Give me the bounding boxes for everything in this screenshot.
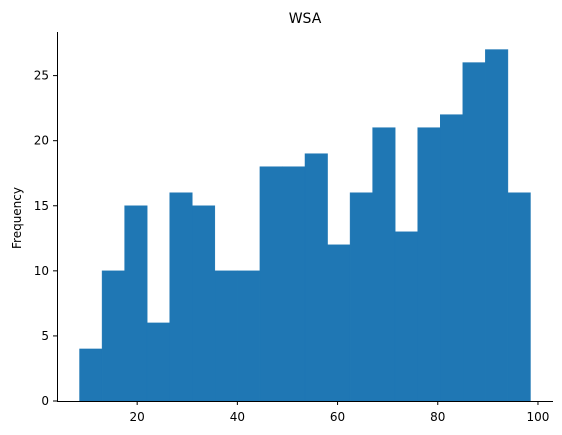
histogram-bar-11 — [304, 153, 328, 402]
histogram-bar-3 — [124, 205, 148, 402]
y-tick-label: 0 — [41, 394, 49, 408]
x-tick-label: 100 — [527, 410, 550, 424]
histogram-bar-7 — [214, 270, 238, 402]
histogram-bar-2 — [101, 270, 125, 402]
histogram-bar-15 — [394, 231, 418, 402]
histogram-bar-20 — [507, 192, 531, 402]
y-tick-label: 15 — [34, 199, 49, 213]
histogram-bar-1 — [79, 348, 103, 402]
y-axis-label: Frequency — [10, 187, 24, 249]
bars-group — [79, 49, 531, 402]
histogram-bar-9 — [259, 166, 283, 402]
x-tick-label: 20 — [130, 410, 145, 424]
histogram-bar-6 — [192, 205, 216, 402]
y-tick-label: 20 — [34, 134, 49, 148]
x-tick-label: 40 — [230, 410, 245, 424]
x-tick-label: 80 — [430, 410, 445, 424]
histogram-bar-5 — [169, 192, 193, 402]
y-tick-label: 25 — [34, 69, 49, 83]
y-tick-label: 5 — [41, 329, 49, 343]
histogram-bar-14 — [372, 127, 396, 402]
x-ticks-group: 20 40 60 80 100 — [130, 401, 550, 424]
chart-title: WSA — [289, 11, 322, 27]
histogram-bar-13 — [349, 192, 373, 402]
histogram-bar-17 — [440, 114, 464, 402]
histogram-bar-4 — [146, 322, 170, 402]
histogram-bar-16 — [417, 127, 441, 402]
histogram-bar-8 — [237, 270, 261, 402]
histogram-bar-19 — [485, 49, 509, 402]
histogram-bar-12 — [327, 244, 351, 402]
y-tick-label: 10 — [34, 264, 49, 278]
histogram-bar-10 — [282, 166, 306, 402]
x-tick-label: 60 — [330, 410, 345, 424]
y-ticks-group: 0 5 10 15 20 25 — [34, 69, 57, 408]
histogram-bar-18 — [462, 62, 486, 402]
